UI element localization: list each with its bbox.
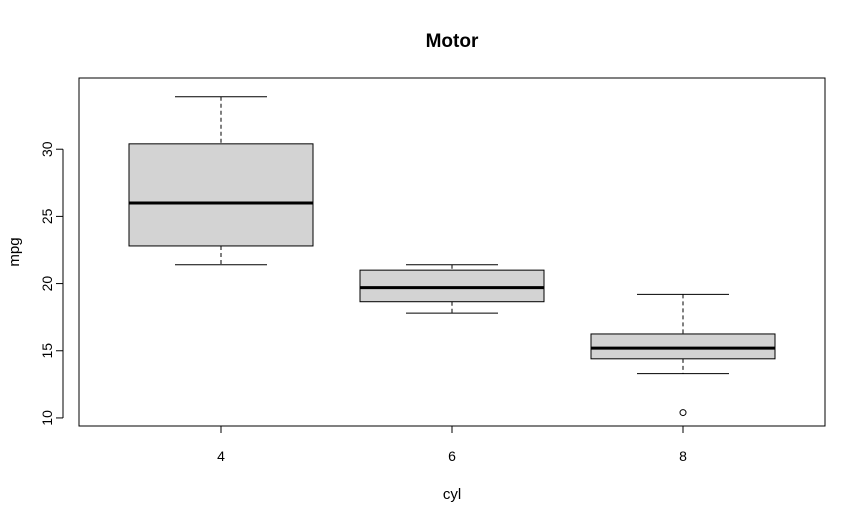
y-tick-label: 10: [39, 410, 55, 426]
box-group-cyl-4: [128, 96, 314, 266]
x-tick-label: 6: [448, 448, 456, 464]
y-tick-label: 25: [39, 208, 55, 224]
y-axis: 10 15 20 25 30: [39, 141, 64, 426]
outlier-point: [679, 409, 687, 417]
box-group-cyl-8: [590, 293, 776, 417]
box-iqr: [590, 333, 776, 360]
x-tick-label: 8: [679, 448, 687, 464]
y-axis-label: mpg: [6, 237, 23, 266]
y-tick-label: 15: [39, 343, 55, 359]
x-tick-label: 4: [217, 448, 225, 464]
x-axis-label: cyl: [443, 486, 461, 503]
box-series: [128, 96, 776, 417]
box-group-cyl-6: [359, 264, 545, 314]
y-tick-label: 30: [39, 141, 55, 157]
x-axis: 4 6 8: [217, 425, 687, 464]
y-tick-label: 20: [39, 276, 55, 292]
box-iqr: [128, 143, 314, 247]
chart-title: Motor: [426, 31, 479, 52]
box-iqr: [359, 269, 545, 303]
